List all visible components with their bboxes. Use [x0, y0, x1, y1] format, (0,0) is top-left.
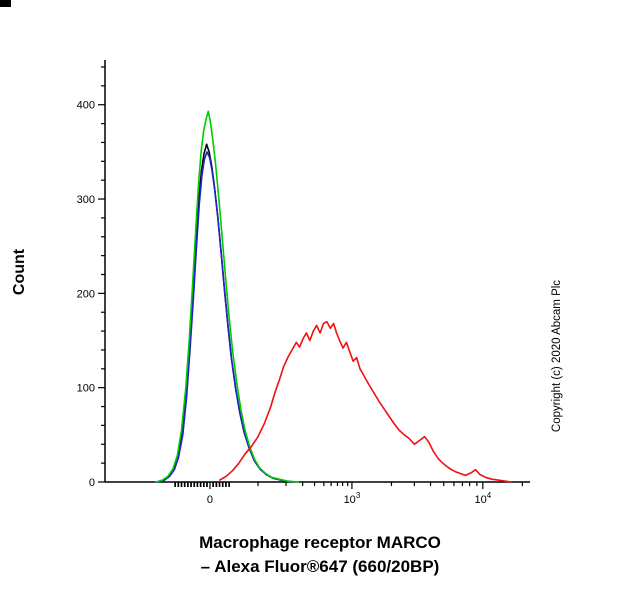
x-axis-title: Macrophage receptor MARCO – Alexa Fluor®… — [60, 531, 580, 579]
corner-artifact — [0, 0, 11, 7]
x-tick-label: 104 — [474, 491, 491, 506]
x-axis-title-line2: – Alexa Fluor®647 (660/20BP) — [200, 556, 440, 576]
curve-black — [156, 143, 292, 483]
copyright-text: Copyright (c) 2020 Abcam Plc — [551, 279, 563, 433]
y-tick-label: 400 — [77, 100, 95, 112]
y-tick-label: 200 — [77, 288, 95, 300]
curve-blue — [157, 151, 293, 483]
curve-red — [219, 320, 512, 483]
x-tick-label: 0 — [207, 494, 213, 506]
curve-green — [155, 110, 300, 483]
y-tick-label: 0 — [89, 477, 95, 489]
x-tick-label: 103 — [344, 491, 361, 506]
y-tick-label: 300 — [77, 194, 95, 206]
x-axis-title-line1: Macrophage receptor MARCO — [199, 533, 441, 552]
y-tick-label: 100 — [77, 383, 95, 395]
